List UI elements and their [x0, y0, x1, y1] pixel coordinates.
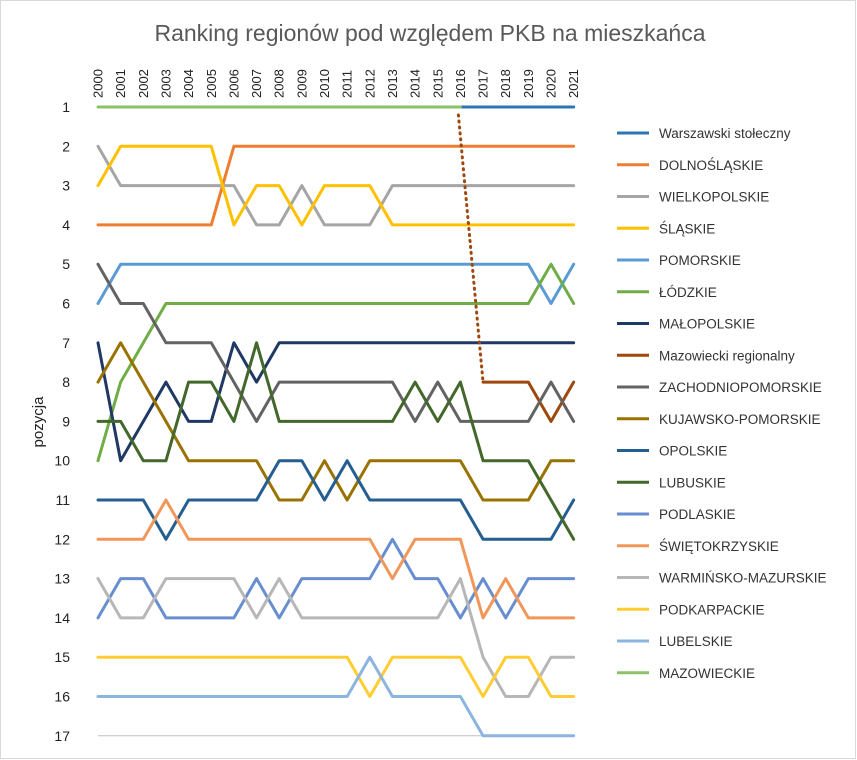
x-tick-label: 2000 [91, 69, 106, 98]
y-tick-label: 1 [62, 99, 70, 115]
series-line [96, 341, 576, 541]
y-tick-label: 7 [62, 335, 70, 351]
legend-label: MAŁOPOLSKIE [659, 317, 755, 332]
y-tick-label: 9 [62, 413, 70, 429]
x-tick-label: 2001 [113, 69, 128, 98]
legend-label: POMORSKIE [659, 253, 741, 268]
legend-item: WIELKOPOLSKIE [617, 190, 769, 205]
x-tick-label: 2005 [204, 69, 219, 98]
x-tick-label: 2019 [521, 69, 536, 98]
connector-line [456, 113, 485, 384]
legend-item: ŁÓDZKIE [617, 285, 717, 300]
y-tick-label: 14 [54, 610, 70, 626]
series-line [96, 655, 576, 698]
x-tick-label: 2012 [362, 69, 377, 98]
x-tick-label: 2006 [226, 69, 241, 98]
series-line [96, 144, 576, 227]
legend-item: Mazowiecki regionalny [617, 348, 795, 363]
legend-item: ŚWIĘTOKRZYSKIE [617, 539, 779, 554]
series-layer [96, 105, 576, 738]
legend-item: MAŁOPOLSKIE [617, 317, 755, 332]
legend-label: ZACHODNIOPOMORSKIE [659, 380, 822, 395]
y-tick-label: 12 [54, 531, 70, 547]
legend-item: OPOLSKIE [617, 444, 727, 459]
legend-label: LUBELSKIE [659, 634, 733, 649]
series-line [96, 262, 576, 463]
x-tick-label: 2004 [181, 69, 196, 98]
series-line [96, 262, 576, 423]
y-tick-label: 6 [62, 296, 70, 312]
x-tick-label: 2007 [249, 69, 264, 98]
legend-label: KUJAWSKO-POMORSKIE [659, 412, 821, 427]
legend-item: POMORSKIE [617, 253, 741, 268]
x-tick-label: 2008 [272, 69, 287, 98]
legend-item: LUBUSKIE [617, 475, 726, 490]
x-tick-label: 2010 [317, 69, 332, 98]
legend-label: WIELKOPOLSKIE [659, 190, 769, 205]
y-tick-label: 2 [62, 138, 70, 154]
y-tick-label: 15 [54, 649, 70, 665]
legend-item: DOLNOŚLĄSKIE [617, 158, 763, 173]
legend-label: PODLASKIE [659, 507, 736, 522]
y-axis-label: pozycja [30, 396, 47, 448]
legend-label: Mazowiecki regionalny [659, 348, 795, 363]
legend-label: LUBUSKIE [659, 475, 726, 490]
legend-item: MAZOWIECKIE [617, 666, 755, 681]
x-tick-label: 2003 [158, 69, 173, 98]
legend-item: WARMIŃSKO-MAZURSKIE [617, 571, 827, 586]
series-line [96, 655, 576, 738]
y-tick-label: 11 [55, 492, 70, 508]
series-line [96, 144, 576, 227]
legend-item: ŚLĄSKIE [617, 221, 715, 236]
y-tick-label: 17 [54, 728, 70, 744]
legend-item: KUJAWSKO-POMORSKIE [617, 412, 821, 427]
legend: Warszawski stołeczny DOLNOŚLĄSKIE WIELKOPO… [617, 126, 827, 681]
y-tick-label: 10 [54, 453, 70, 469]
legend-label: ŚLĄSKIE [659, 221, 715, 236]
y-tick-label: 3 [62, 178, 70, 194]
legend-label: OPOLSKIE [659, 444, 727, 459]
x-tick-label: 2009 [294, 69, 309, 98]
chart-title: Ranking regionów pod względem PKB na mie… [154, 20, 705, 46]
legend-item: LUBELSKIE [617, 634, 733, 649]
y-tick-label: 8 [62, 374, 70, 390]
x-tick-label: 2016 [453, 69, 468, 98]
series-line [481, 380, 576, 423]
x-tick-label: 2020 [544, 69, 559, 98]
x-tick-label: 2014 [408, 69, 423, 98]
legend-label: ŚWIĘTOKRZYSKIE [659, 539, 779, 554]
legend-item: Warszawski stołeczny [617, 126, 791, 141]
x-tick-label: 2013 [385, 69, 400, 98]
legend-label: Warszawski stołeczny [659, 126, 791, 141]
x-tick-label: 2015 [430, 69, 445, 98]
series-line [96, 341, 576, 463]
x-tick-label: 2017 [476, 69, 491, 98]
legend-item: ZACHODNIOPOMORSKIE [617, 380, 822, 395]
x-tick-label: 2021 [566, 69, 581, 98]
x-tick-label: 2011 [340, 70, 355, 98]
legend-label: PODKARPACKIE [659, 602, 765, 617]
series-line [96, 262, 576, 305]
legend-label: DOLNOŚLĄSKIE [659, 158, 763, 173]
connector-layer [456, 113, 485, 384]
y-tick-label: 13 [54, 571, 70, 587]
legend-label: WARMIŃSKO-MAZURSKIE [659, 571, 827, 586]
series-line [96, 144, 576, 227]
legend-item: PODLASKIE [617, 507, 736, 522]
legend-label: ŁÓDZKIE [659, 285, 717, 300]
legend-label: MAZOWIECKIE [659, 666, 755, 681]
y-tick-label: 16 [54, 689, 70, 705]
series-line [96, 498, 576, 620]
x-tick-label: 2002 [136, 69, 151, 98]
legend-item: PODKARPACKIE [617, 602, 765, 617]
y-tick-label: 4 [62, 217, 70, 233]
y-tick-label: 5 [62, 256, 70, 272]
x-tick-label: 2018 [498, 69, 513, 98]
